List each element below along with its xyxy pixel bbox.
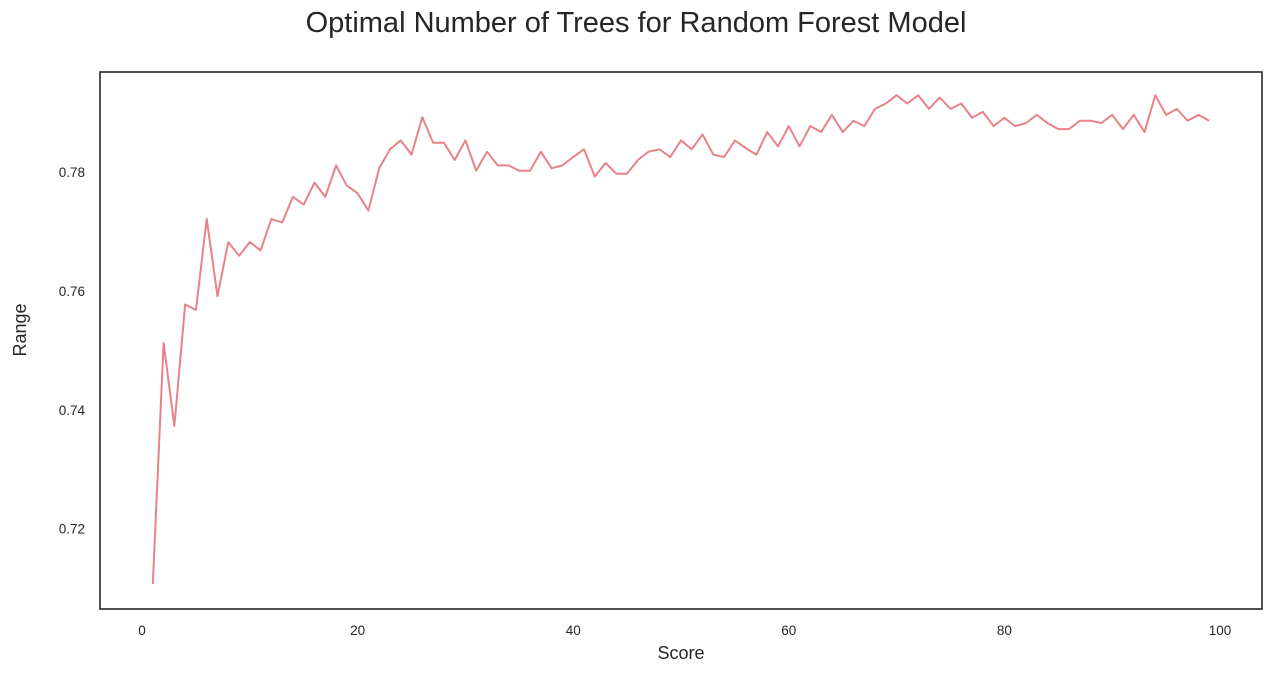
series-line-1 bbox=[151, 94, 1210, 585]
x-tick-label: 100 bbox=[1209, 623, 1232, 638]
plot-frame bbox=[99, 71, 1263, 610]
chart-title: Optimal Number of Trees for Random Fores… bbox=[306, 7, 967, 39]
y-axis-label: Range bbox=[10, 303, 30, 356]
x-tick-label: 40 bbox=[566, 623, 581, 638]
x-tick-label: 20 bbox=[350, 623, 365, 638]
x-tick-label: 60 bbox=[781, 623, 796, 638]
x-axis: 0 20 40 60 80 100 bbox=[138, 623, 1231, 638]
y-tick-label: 0.76 bbox=[59, 284, 85, 299]
x-axis-label: Score bbox=[657, 643, 704, 663]
y-axis: 0.72 0.74 0.76 0.78 bbox=[59, 165, 86, 537]
plot-area bbox=[99, 71, 1263, 610]
y-tick-label: 0.74 bbox=[59, 403, 86, 418]
y-tick-label: 0.72 bbox=[59, 522, 85, 537]
x-tick-label: 80 bbox=[997, 623, 1012, 638]
y-tick-label: 0.78 bbox=[59, 165, 85, 180]
x-tick-label: 0 bbox=[138, 623, 146, 638]
